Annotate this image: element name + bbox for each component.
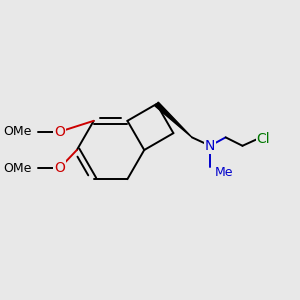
Polygon shape	[155, 102, 192, 137]
Text: OMe: OMe	[3, 125, 32, 138]
Text: Me: Me	[215, 166, 234, 179]
Text: OMe: OMe	[3, 162, 32, 175]
Text: Cl: Cl	[257, 132, 270, 146]
Text: N: N	[205, 139, 215, 153]
Text: O: O	[54, 125, 65, 139]
Text: O: O	[54, 161, 65, 175]
